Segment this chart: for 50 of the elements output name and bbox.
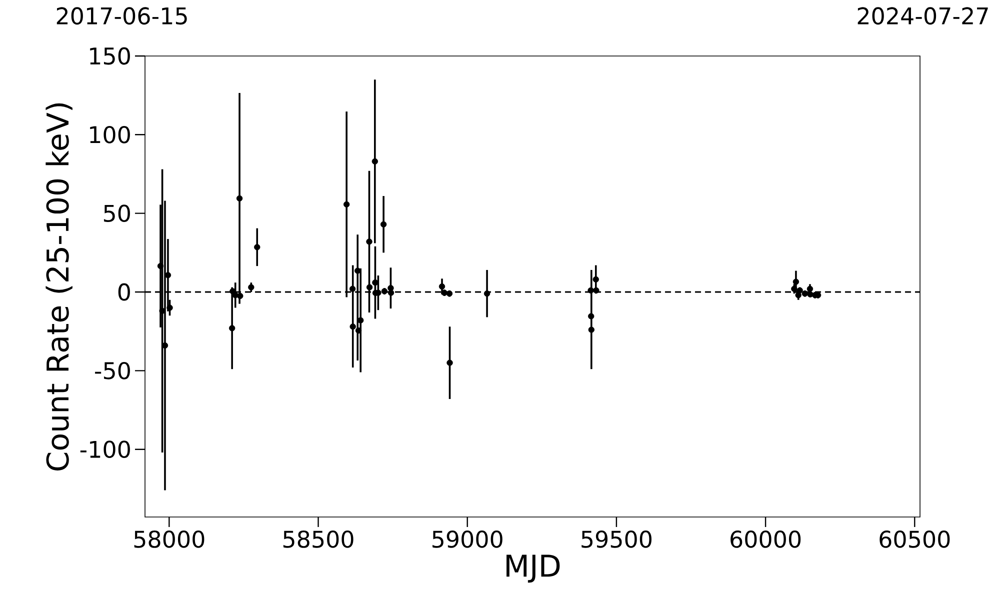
point — [355, 327, 362, 334]
point — [157, 262, 164, 270]
point — [588, 313, 594, 320]
point — [806, 286, 814, 292]
text: 2024-07-27 — [858, 7, 988, 25]
point — [588, 287, 594, 294]
point — [372, 158, 378, 165]
point — [349, 286, 356, 292]
point — [166, 304, 173, 311]
point — [372, 279, 378, 286]
point — [796, 287, 803, 294]
point — [388, 290, 394, 296]
point — [446, 360, 453, 366]
point — [380, 221, 387, 228]
point — [343, 201, 350, 208]
y-tick-label: 0 — [118, 283, 130, 301]
point — [484, 290, 490, 297]
x-tick-label: 59500 — [582, 530, 652, 548]
point — [441, 290, 448, 296]
point — [792, 278, 800, 285]
point — [254, 244, 260, 250]
point — [592, 276, 599, 283]
y-tick-label: 100 — [90, 126, 130, 144]
x-axis-title: MJD — [506, 554, 560, 583]
point — [164, 272, 172, 278]
y-tick-label: 150 — [90, 47, 130, 65]
y-axis-title: Count Rate (25-100 keV) — [46, 103, 72, 471]
point — [807, 291, 814, 298]
point — [366, 238, 372, 245]
point — [228, 325, 236, 332]
point — [802, 290, 808, 297]
y-tick-label: -100 — [80, 440, 130, 458]
x-tick-label: 60500 — [880, 530, 950, 548]
text: 2017-06-15 — [56, 7, 187, 25]
x-tick-label: 58000 — [134, 530, 204, 548]
x-tick-label: 60000 — [730, 530, 801, 548]
point — [438, 283, 446, 290]
x-tick-label: 59000 — [432, 530, 502, 548]
point — [248, 284, 254, 290]
point — [237, 292, 244, 300]
x-tick-label: 58500 — [283, 530, 354, 548]
point — [446, 290, 453, 297]
point — [381, 288, 388, 294]
point — [366, 284, 373, 290]
point — [236, 195, 243, 202]
point — [593, 287, 600, 294]
y-tick-label: 50 — [104, 204, 130, 222]
y-tick-label: -50 — [95, 362, 130, 380]
point — [588, 326, 594, 333]
point — [350, 324, 356, 330]
